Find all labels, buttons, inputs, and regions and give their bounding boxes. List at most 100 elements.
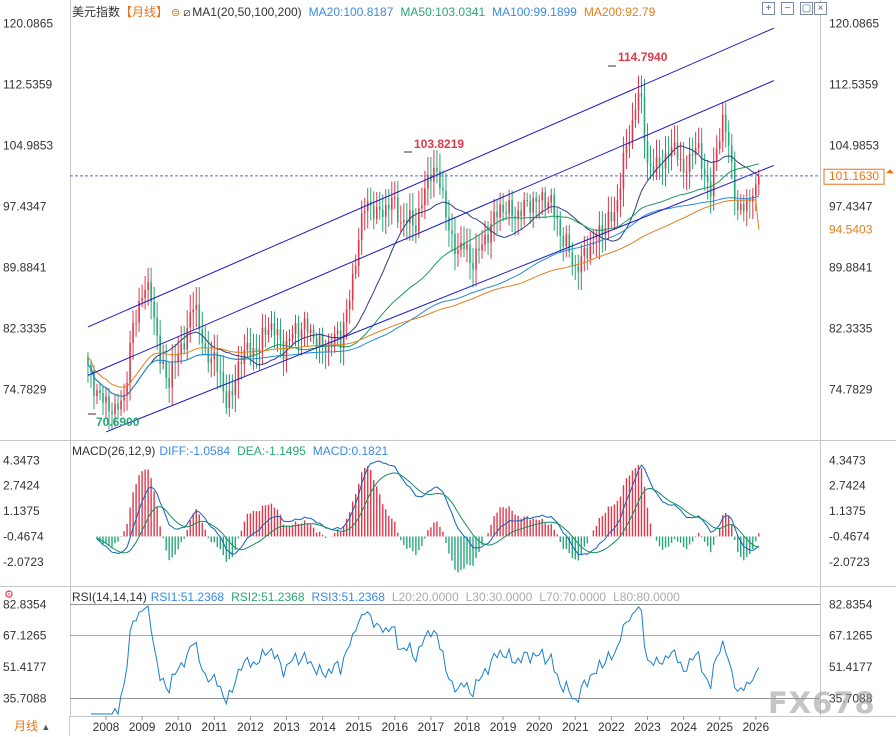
candle-body [99, 390, 101, 393]
candle-body [466, 244, 468, 250]
candle-body [589, 244, 592, 259]
candle-body [159, 335, 161, 364]
macd-tick-left: 4.3473 [3, 453, 40, 467]
candle-body [225, 391, 228, 408]
candle-body [658, 157, 661, 168]
ma-settings-icon[interactable]: ⧄ [183, 7, 191, 19]
candle-body [493, 211, 495, 224]
candle-body [697, 143, 700, 148]
candle-body [96, 390, 98, 397]
zoom-in-icon[interactable]: + [762, 2, 775, 15]
rsi-settings-icon[interactable]: ⚙ [4, 589, 14, 601]
zoom-out-icon[interactable]: − [781, 2, 794, 15]
macd-tick-left: 1.1375 [3, 504, 40, 518]
close-icon[interactable]: × [814, 2, 827, 15]
candle-body [219, 371, 222, 373]
switch-icon[interactable]: ⊜ [171, 7, 181, 19]
candle-body [742, 204, 745, 212]
candle-body [198, 304, 201, 330]
candle-body [595, 242, 598, 244]
candle-body [258, 348, 261, 352]
period-selector[interactable]: 【月线】 [120, 5, 169, 19]
candle-body [351, 273, 354, 301]
candle-body [394, 197, 396, 199]
year-label: 2020 [526, 720, 553, 734]
candle-body [439, 171, 441, 188]
candle-body [520, 210, 522, 217]
candle-body [670, 146, 673, 157]
candle-body [156, 317, 158, 336]
candle-body [667, 153, 670, 157]
candle-body [568, 234, 571, 253]
candle-body [625, 145, 628, 153]
macd-tick-left: 2.7424 [3, 479, 40, 493]
year-label: 2023 [634, 720, 661, 734]
price-tick-right: 82.3335 [829, 321, 873, 335]
candle-body [469, 244, 471, 264]
price-header: 美元指数【月线】 ⊜ ⧄ MA1(20,50,100,200) MA20:100.818… [72, 3, 662, 20]
candle-body [132, 322, 134, 343]
candle-body [496, 211, 498, 218]
candle-body [312, 329, 315, 338]
candle-body [390, 197, 393, 210]
candle-body [478, 248, 480, 251]
candle-body [291, 334, 294, 339]
year-label: 2013 [273, 720, 300, 734]
restore-icon[interactable]: ▢ [800, 2, 813, 15]
candle-body [330, 340, 333, 347]
candle-body [252, 348, 255, 357]
candle-body [631, 119, 634, 142]
candle-body [445, 190, 447, 218]
candle-body [532, 197, 534, 213]
candle-body [282, 339, 285, 360]
candle-body [487, 234, 489, 243]
candle-body [273, 323, 276, 336]
candle-body [186, 327, 189, 350]
candle-body [360, 213, 363, 240]
candle-body [751, 195, 754, 202]
candle-body [183, 343, 186, 350]
candle-body [336, 330, 339, 334]
candle-body [403, 220, 405, 223]
ma20-value: MA20:100.8187 [308, 5, 394, 19]
channel-middle [87, 80, 775, 376]
candle-body [475, 248, 477, 270]
candle-body [694, 147, 697, 156]
candle-body [177, 353, 179, 362]
price-tick-left: 97.4347 [3, 199, 47, 213]
candle-body [580, 255, 583, 273]
candle-body [577, 265, 580, 273]
year-label: 2012 [237, 720, 264, 734]
candle-body [147, 282, 149, 291]
candle-body [180, 343, 183, 354]
price-tick-right: 112.5359 [829, 77, 878, 91]
candle-body [586, 247, 589, 259]
year-label: 2010 [165, 720, 192, 734]
price-tick-left: 82.3335 [3, 321, 47, 335]
candle-body [724, 114, 727, 133]
candle-body [604, 228, 607, 236]
candle-body [529, 201, 531, 213]
candle-body [610, 211, 613, 222]
period-button[interactable]: 月线 ▲ [0, 716, 70, 736]
year-label: 2019 [490, 720, 517, 734]
candle-body [204, 343, 207, 349]
candle-body [511, 200, 513, 217]
year-label: 2026 [742, 720, 769, 734]
ma200-value: MA200:92.79 [583, 5, 656, 19]
candle-body [442, 187, 444, 191]
macd-tick-right: 4.3473 [829, 453, 866, 467]
candle-body [646, 140, 649, 164]
candle-body [652, 166, 655, 173]
candle-body [673, 142, 676, 147]
candle-body [309, 329, 312, 333]
candle-body [138, 300, 140, 323]
candle-body [682, 158, 685, 173]
channel-lower [105, 164, 775, 433]
candle-body [105, 396, 107, 403]
candle-body [535, 197, 537, 202]
channel-upper [87, 27, 775, 328]
candle-body [505, 212, 507, 214]
ma200-tag: 94.5403 [829, 223, 873, 237]
